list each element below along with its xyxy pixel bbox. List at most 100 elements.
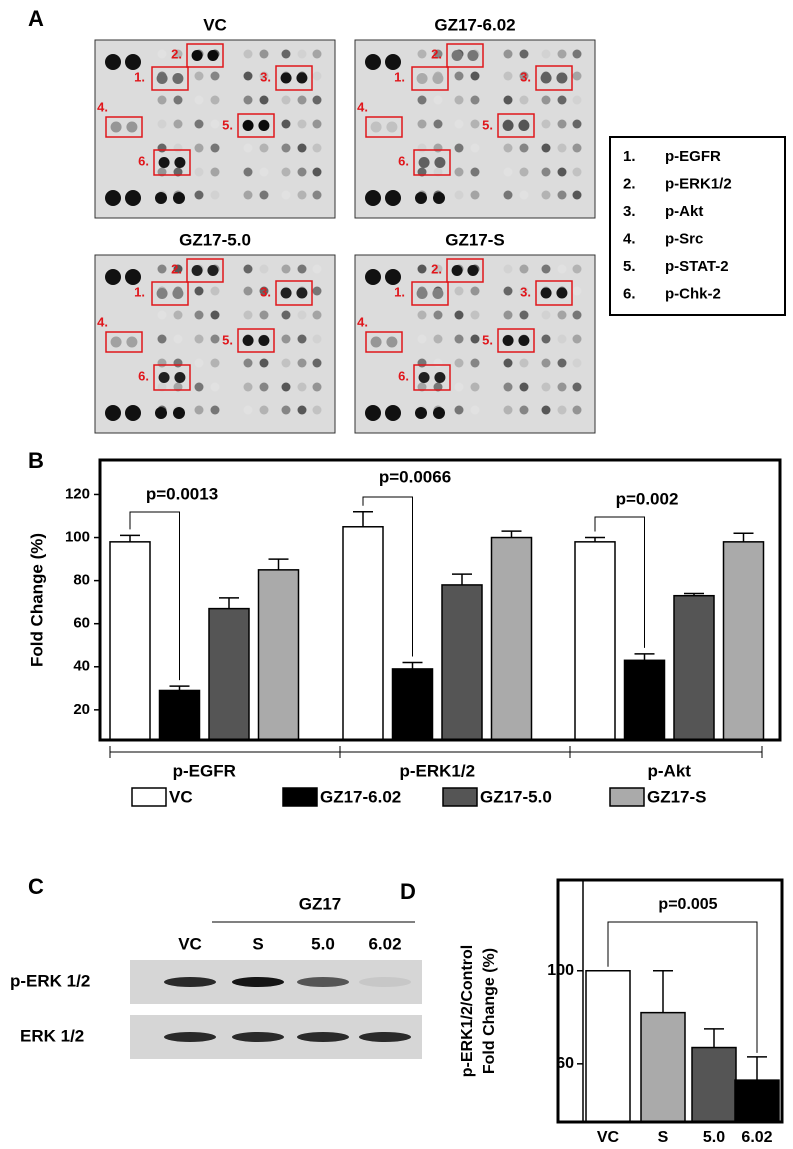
blot-spot	[259, 49, 269, 59]
blot-spot	[173, 264, 183, 274]
box-label: 5.	[482, 332, 493, 347]
bar	[257, 569, 300, 741]
blot-spot	[503, 95, 513, 105]
group-label: GZ17	[299, 894, 342, 913]
y-axis-label: Fold Change (%)	[481, 948, 498, 1074]
blot-spot	[194, 95, 204, 105]
blot-spot	[194, 286, 204, 296]
blot-spot	[281, 264, 291, 274]
blot-spot	[556, 287, 568, 299]
highlight-box	[275, 280, 313, 306]
blot-spot	[467, 50, 479, 61]
blot-spot	[470, 382, 480, 392]
blot-spot	[519, 49, 529, 59]
highlight-box	[186, 43, 224, 68]
blot-spot	[557, 358, 567, 368]
y-tick-label: 60	[556, 1055, 574, 1072]
blot-spot	[158, 157, 170, 168]
blot-spot	[259, 358, 269, 368]
blot-spot	[451, 265, 463, 276]
blot-spot	[557, 119, 567, 129]
reference-spot	[155, 192, 167, 204]
blot-spot	[572, 119, 582, 129]
blot-spot	[194, 71, 204, 81]
blot-title: GZ17-6.02	[434, 15, 515, 34]
key-name: p-STAT-2	[665, 258, 729, 275]
box-label: 3.	[520, 69, 531, 84]
blot-spot	[173, 119, 183, 129]
reference-spot	[433, 192, 445, 204]
blot-spot	[281, 190, 291, 200]
blot-spot	[433, 119, 443, 129]
highlight-box	[411, 281, 449, 306]
blot-title: GZ17-5.0	[179, 230, 251, 249]
highlight-box	[446, 43, 484, 68]
blot-spot	[297, 334, 307, 344]
blot-spot	[572, 382, 582, 392]
reference-spot	[365, 54, 381, 70]
box-label: 1.	[394, 284, 405, 299]
box-label: 5.	[482, 117, 493, 132]
box-label: 6.	[138, 153, 149, 168]
blot-spot	[470, 310, 480, 320]
blot-spot	[297, 405, 307, 415]
plot-frame	[98, 458, 782, 742]
reference-spot	[385, 405, 401, 421]
blot-spot	[191, 50, 203, 61]
reference-spot	[365, 190, 381, 206]
blot-spot	[194, 405, 204, 415]
blot-title: VC	[203, 15, 227, 34]
blot-spot	[503, 358, 513, 368]
blot-spot	[281, 382, 291, 392]
blot-spot	[557, 382, 567, 392]
blot-spot	[557, 143, 567, 153]
legend-swatch	[442, 787, 478, 807]
blot-spot	[502, 335, 514, 346]
blot-title: GZ17-S	[445, 230, 505, 249]
y-axis-label: p-ERK1/2/Control	[459, 945, 476, 1077]
blot-spot	[417, 49, 427, 59]
blot-spot	[454, 286, 464, 296]
legend-label: VC	[169, 787, 193, 806]
box-label: 5.	[222, 117, 233, 132]
highlight-box	[186, 258, 224, 283]
bar	[342, 526, 384, 741]
key-number: 2.	[623, 175, 636, 192]
legend-swatch	[609, 787, 645, 807]
y-tick-label: 100	[65, 529, 90, 546]
blot-spot	[541, 167, 551, 177]
blot-spot	[519, 143, 529, 153]
blot-spot	[157, 95, 167, 105]
legend-label: GZ17-S	[647, 787, 707, 806]
x-tick-label: 6.02	[741, 1129, 772, 1146]
blot-spot	[572, 358, 582, 368]
blot-spot	[572, 405, 582, 415]
blot-spot	[259, 143, 269, 153]
highlight-box	[411, 66, 449, 91]
highlight-box	[237, 328, 275, 353]
blot-spot	[297, 167, 307, 177]
blot-spot	[258, 120, 270, 131]
blot-spot	[280, 72, 292, 84]
blot-spot	[454, 143, 464, 153]
bar	[691, 1046, 737, 1123]
blot-spot	[417, 310, 427, 320]
significance-bracket	[594, 516, 645, 648]
blot-spot	[540, 72, 552, 84]
blot-spot	[194, 310, 204, 320]
blot-spot	[503, 190, 513, 200]
x-tick-label: p-EGFR	[173, 761, 236, 780]
blot-spot	[557, 405, 567, 415]
reference-spot	[125, 190, 141, 206]
blot-spot	[312, 310, 322, 320]
blot-spot	[173, 358, 183, 368]
lane-label: 5.0	[311, 934, 335, 953]
blot-spot	[386, 121, 398, 133]
blot-spot	[157, 143, 167, 153]
blot-spot	[312, 167, 322, 177]
y-axis-label: Fold Change (%)	[27, 533, 46, 667]
y-tick-label: 80	[73, 572, 90, 589]
blot-spot	[454, 382, 464, 392]
blot-spot	[156, 288, 168, 299]
highlight-box	[413, 149, 451, 176]
